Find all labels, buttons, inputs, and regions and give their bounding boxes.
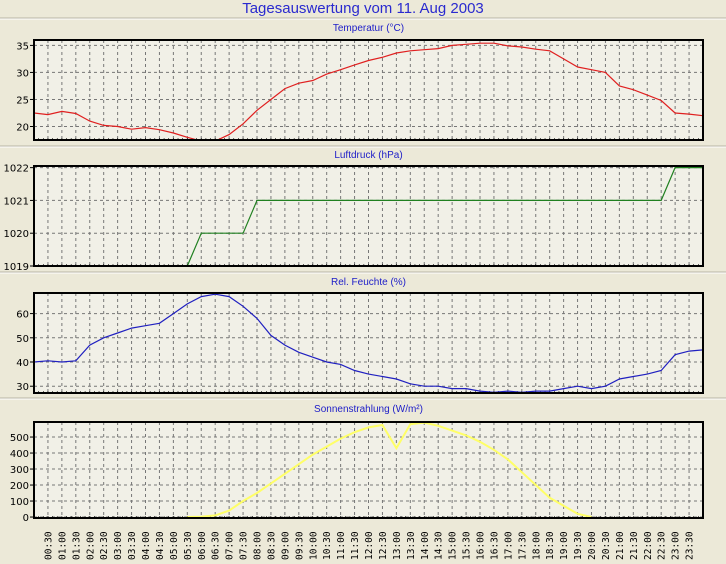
x-tick-label: 01:00: [57, 531, 68, 560]
x-tick-label: 20:00: [587, 531, 598, 560]
y-tick-label: 0: [23, 513, 29, 524]
x-tick-label: 04:30: [155, 531, 166, 560]
x-tick-label: 12:00: [364, 531, 375, 560]
x-tick-label: 06:30: [211, 531, 222, 560]
x-tick-label: 10:30: [322, 531, 333, 560]
x-tick-label: 14:00: [420, 531, 431, 560]
series-line-solar: [187, 422, 592, 518]
x-tick-label: 02:30: [99, 531, 110, 560]
panel-title: Luftdruck (hPa): [334, 150, 402, 161]
plot-border: [33, 39, 704, 141]
panel-pressure: Luftdruck (hPa) 1019 1020 1021 1022: [0, 145, 726, 273]
x-tick-label: 17:30: [517, 531, 528, 560]
x-tick-label: 13:30: [406, 531, 417, 560]
x-tick-label: 17:00: [503, 531, 514, 560]
x-tick-label: 23:30: [685, 531, 696, 560]
series-line-temperature: [34, 42, 703, 140]
x-tick-label: 11:30: [350, 531, 361, 560]
x-tick-label: 09:30: [294, 531, 305, 560]
panel-title: Sonnenstrahlung (W/m²): [314, 404, 423, 415]
y-tick-label: 300: [10, 465, 29, 476]
panel-solar: Sonnenstrahlung (W/m²) 0 100 200 300 400 500: [0, 397, 726, 524]
panel-temperature: Temperatur (°C) 20 25 30 35: [0, 17, 726, 141]
y-tick-label: 400: [10, 449, 29, 460]
x-tick-label: 06:00: [197, 531, 208, 560]
y-tick-label: 60: [16, 310, 29, 321]
x-axis: 00:30 01:00 01:30 02:00 02:30 03:00 03:30 04:00…: [43, 531, 695, 560]
x-tick-label: 07:30: [239, 531, 250, 560]
x-tick-label: 11:00: [336, 531, 347, 560]
y-tick-label: 500: [10, 433, 29, 444]
x-tick-label: 18:30: [545, 531, 556, 560]
x-tick-label: 16:00: [476, 531, 487, 560]
y-tick-label: 200: [10, 481, 29, 492]
x-tick-label: 19:30: [573, 531, 584, 560]
x-tick-label: 12:30: [378, 531, 389, 560]
x-tick-label: 21:30: [629, 531, 640, 560]
x-tick-label: 16:30: [489, 531, 500, 560]
x-tick-label: 20:30: [601, 531, 612, 560]
x-tick-label: 03:00: [113, 531, 124, 560]
x-tick-label: 19:00: [559, 531, 570, 560]
x-tick-label: 09:00: [280, 531, 291, 560]
plot-border: [33, 421, 704, 519]
panel-title: Rel. Feuchte (%): [331, 277, 406, 288]
x-tick-label: 14:30: [434, 531, 445, 560]
series-line-humidity: [34, 293, 703, 393]
x-tick-label: 13:00: [392, 531, 403, 560]
y-tick-label: 30: [16, 68, 29, 79]
x-tick-label: 05:30: [183, 531, 194, 560]
y-tick-label: 1022: [4, 164, 29, 175]
y-tick-label: 35: [16, 41, 29, 52]
x-tick-label: 07:00: [225, 531, 236, 560]
y-tick-label: 30: [16, 382, 29, 393]
x-tick-label: 22:30: [657, 531, 668, 560]
panel-humidity: Rel. Feuchte (%) 30 40 50 60: [0, 271, 726, 394]
x-tick-label: 05:00: [169, 531, 180, 560]
x-tick-label: 08:00: [253, 531, 264, 560]
x-tick-label: 22:00: [643, 531, 654, 560]
y-tick-label: 50: [16, 334, 29, 345]
y-tick-label: 1019: [4, 262, 29, 273]
series-line-pressure: [34, 167, 703, 266]
x-tick-label: 01:30: [71, 531, 82, 560]
x-tick-label: 10:00: [308, 531, 319, 560]
x-tick-label: 15:30: [462, 531, 473, 560]
y-tick-label: 25: [16, 95, 29, 106]
plot-border: [33, 165, 704, 267]
x-tick-label: 02:00: [85, 531, 96, 560]
y-tick-label: 100: [10, 497, 29, 508]
main-title: Tagesauswertung vom 11. Aug 2003: [242, 0, 484, 17]
panel-title: Temperatur (°C): [333, 23, 404, 34]
y-tick-label: 1021: [4, 196, 29, 207]
y-tick-label: 40: [16, 358, 29, 369]
x-tick-label: 21:00: [615, 531, 626, 560]
x-tick-label: 23:00: [671, 531, 682, 560]
plot-border: [33, 292, 704, 394]
x-tick-label: 00:30: [43, 531, 54, 560]
x-tick-label: 04:00: [141, 531, 152, 560]
y-tick-label: 20: [16, 122, 29, 133]
x-tick-label: 18:00: [531, 531, 542, 560]
x-tick-label: 15:00: [448, 531, 459, 560]
x-tick-label: 08:30: [266, 531, 277, 560]
x-tick-label: 03:30: [127, 531, 138, 560]
y-tick-label: 1020: [4, 229, 29, 240]
